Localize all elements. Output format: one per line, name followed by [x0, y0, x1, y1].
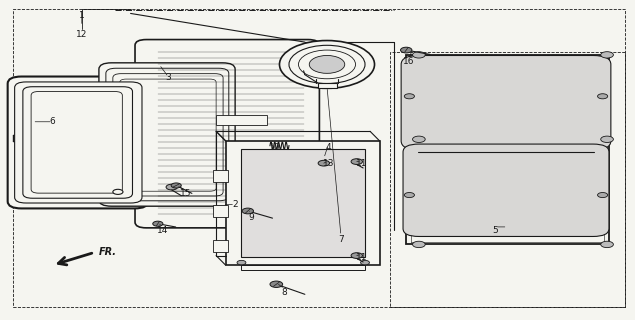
Circle shape [404, 193, 415, 197]
Circle shape [361, 260, 370, 265]
Circle shape [351, 253, 363, 259]
FancyBboxPatch shape [15, 82, 142, 203]
Text: 9: 9 [248, 213, 254, 222]
Text: 11: 11 [356, 159, 368, 168]
Text: 6: 6 [50, 117, 55, 126]
Circle shape [601, 241, 613, 248]
Circle shape [598, 94, 608, 99]
Text: 13: 13 [323, 159, 334, 168]
Circle shape [153, 221, 163, 226]
FancyBboxPatch shape [31, 92, 123, 193]
FancyBboxPatch shape [401, 55, 611, 150]
Circle shape [318, 160, 330, 166]
Text: 16: 16 [403, 57, 415, 66]
Polygon shape [241, 149, 365, 257]
Polygon shape [213, 205, 227, 217]
Text: 10: 10 [269, 143, 281, 152]
Polygon shape [318, 83, 337, 88]
Circle shape [413, 136, 425, 142]
Polygon shape [241, 265, 365, 270]
Circle shape [279, 41, 375, 88]
Text: FR.: FR. [99, 247, 117, 257]
Circle shape [351, 159, 363, 164]
Polygon shape [225, 141, 380, 265]
Circle shape [601, 52, 613, 58]
Text: 15: 15 [180, 189, 192, 198]
Circle shape [171, 183, 181, 188]
Circle shape [237, 260, 246, 265]
Text: 14: 14 [157, 226, 168, 235]
Circle shape [401, 47, 412, 53]
Circle shape [601, 136, 613, 142]
Text: 12: 12 [76, 30, 88, 39]
Circle shape [413, 52, 425, 58]
FancyBboxPatch shape [135, 40, 319, 228]
Circle shape [270, 281, 283, 287]
Text: 5: 5 [492, 226, 498, 235]
Polygon shape [213, 240, 227, 252]
Text: 3: 3 [166, 73, 171, 82]
FancyBboxPatch shape [8, 76, 149, 208]
Circle shape [598, 193, 608, 197]
Circle shape [298, 50, 356, 79]
Circle shape [289, 45, 365, 84]
Text: 11: 11 [356, 253, 368, 262]
Circle shape [309, 55, 345, 73]
Text: 8: 8 [282, 288, 288, 297]
Circle shape [113, 189, 123, 195]
FancyBboxPatch shape [23, 87, 133, 198]
FancyBboxPatch shape [403, 144, 609, 236]
Text: 7: 7 [338, 235, 344, 244]
Text: 2: 2 [232, 200, 238, 209]
Circle shape [242, 208, 253, 214]
Polygon shape [213, 170, 227, 182]
FancyBboxPatch shape [120, 79, 216, 191]
Polygon shape [406, 55, 609, 244]
Circle shape [404, 94, 415, 99]
FancyBboxPatch shape [113, 74, 223, 196]
FancyBboxPatch shape [99, 63, 235, 206]
Circle shape [166, 184, 177, 190]
Circle shape [413, 241, 425, 248]
Text: 1: 1 [79, 11, 84, 20]
Text: 4: 4 [326, 143, 331, 152]
FancyBboxPatch shape [106, 68, 229, 201]
Polygon shape [216, 116, 267, 125]
